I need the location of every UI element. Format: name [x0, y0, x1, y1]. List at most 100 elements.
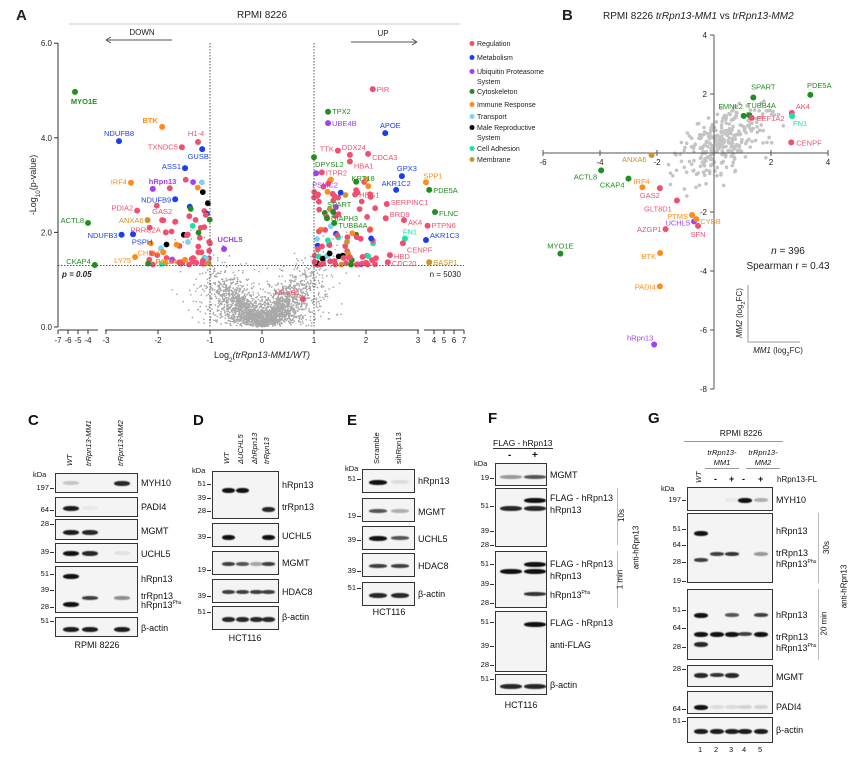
protein-band [369, 564, 387, 568]
protein-band [63, 626, 79, 632]
background-point [332, 255, 335, 257]
background-point [267, 283, 269, 285]
background-point [231, 294, 234, 297]
volcano-title: RPMI 8226 [237, 10, 287, 21]
background-point [734, 110, 738, 115]
background-point [292, 321, 294, 324]
background-point [218, 291, 221, 294]
background-point [238, 302, 241, 305]
category-point [368, 235, 374, 242]
background-point [276, 301, 279, 303]
background-point [171, 289, 174, 291]
background-point [218, 304, 221, 306]
gene-label: FLNC [439, 209, 459, 218]
background-point [293, 315, 295, 318]
gene-point-eef1a2: EEF1A2 [748, 114, 785, 123]
protein-label: HDAC8 [418, 561, 449, 571]
blot--actin [362, 582, 415, 606]
background-point [263, 309, 266, 312]
background-point [318, 273, 321, 276]
background-point [737, 129, 741, 133]
background-point [309, 316, 312, 318]
background-point [288, 305, 291, 307]
gene-point-fn1: FN1 [789, 113, 807, 128]
background-point [270, 316, 272, 319]
lane-number: 3 [729, 745, 734, 754]
protein-band [754, 498, 768, 502]
background-point [724, 114, 728, 118]
background-point [174, 238, 176, 241]
background-point [314, 283, 317, 286]
panel-letter-c: C [28, 412, 39, 429]
protein-band [524, 683, 546, 689]
background-point [705, 144, 710, 149]
data-point [221, 245, 228, 252]
background-point [709, 134, 714, 139]
protein-band [261, 562, 275, 566]
background-point [685, 131, 690, 135]
background-point [266, 318, 268, 320]
marker-label: 28 [40, 602, 49, 611]
background-point [199, 305, 202, 308]
data-point [144, 217, 151, 224]
data-point [318, 169, 325, 176]
marker-label: 51 [347, 474, 356, 483]
background-point [224, 295, 226, 298]
background-point [254, 306, 257, 309]
background-point [301, 294, 303, 297]
background-point [230, 304, 233, 306]
blot-mgmt [362, 498, 415, 522]
legend-item: Immune Response [469, 102, 536, 109]
background-point [200, 294, 203, 296]
background-point [315, 269, 317, 272]
background-point [235, 292, 237, 295]
category-point [349, 230, 356, 237]
background-point [214, 282, 217, 284]
category-point [173, 241, 180, 248]
data-point [85, 219, 91, 226]
background-point [307, 287, 310, 290]
gene-point-hrpn13: hRpn13 [627, 333, 658, 348]
background-point [708, 141, 712, 146]
data-point [740, 112, 747, 119]
background-point [283, 298, 286, 301]
background-point [226, 312, 229, 315]
background-point [240, 311, 243, 314]
background-point [747, 123, 752, 128]
background-point [236, 320, 238, 322]
background-point [198, 285, 201, 288]
marker-tick [682, 529, 686, 530]
category-point [365, 253, 371, 259]
protein-label: β-actin [776, 725, 803, 735]
background-point [250, 294, 253, 297]
background-point [276, 305, 279, 308]
y-tick-label: -4 [700, 267, 708, 276]
background-point [219, 283, 222, 285]
background-point [701, 170, 706, 174]
background-point [755, 125, 759, 129]
background-point [294, 275, 296, 278]
background-point [291, 294, 294, 296]
category-point [189, 223, 196, 229]
background-point [683, 145, 687, 150]
y-label-post: FC) [735, 288, 744, 302]
background-point [270, 307, 272, 309]
background-point [245, 304, 248, 307]
gene-point-cdca3: CDCA3 [365, 150, 398, 162]
background-point [309, 267, 311, 270]
background-point [272, 325, 274, 328]
background-point [727, 126, 732, 131]
protein-band [500, 505, 522, 511]
background-point [233, 307, 235, 309]
background-point [303, 284, 306, 286]
category-point [338, 261, 345, 268]
background-point [295, 304, 297, 306]
background-point [189, 229, 192, 232]
background-point [292, 307, 295, 310]
category-point [356, 206, 363, 213]
background-point [668, 171, 673, 175]
background-point [236, 282, 239, 285]
background-point [322, 235, 325, 237]
background-point [240, 281, 242, 283]
category-point [196, 234, 203, 241]
